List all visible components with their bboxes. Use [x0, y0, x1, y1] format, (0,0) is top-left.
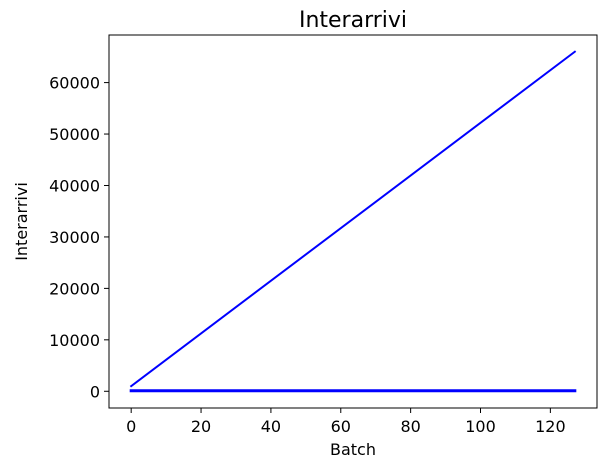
y-tick-label: 10000	[49, 331, 100, 350]
x-tick-label: 100	[465, 417, 496, 436]
x-axis: 0 20 40 60 80 100 120	[126, 408, 566, 436]
x-tick-label: 0	[126, 417, 136, 436]
y-tick-label: 40000	[49, 176, 100, 195]
x-tick-label: 60	[331, 417, 351, 436]
plot-frame	[108, 34, 598, 409]
y-tick-label: 50000	[49, 125, 100, 144]
y-tick-label: 30000	[49, 228, 100, 247]
y-tick-label: 20000	[49, 279, 100, 298]
y-axis: 0 10000 20000 30000 40000 50000 60000	[49, 74, 109, 401]
series-line-1	[129, 50, 577, 388]
x-tick-label: 40	[261, 417, 281, 436]
y-axis-label: Interarrivi	[12, 182, 31, 261]
x-tick-label: 120	[535, 417, 566, 436]
y-tick-label: 0	[90, 382, 100, 401]
y-tick-label: 60000	[49, 74, 100, 93]
x-axis-label: Batch	[330, 440, 376, 459]
plot-area	[108, 34, 598, 409]
chart-title: Interarrivi	[299, 8, 407, 33]
x-tick-label: 80	[400, 417, 420, 436]
x-tick-label: 20	[191, 417, 211, 436]
